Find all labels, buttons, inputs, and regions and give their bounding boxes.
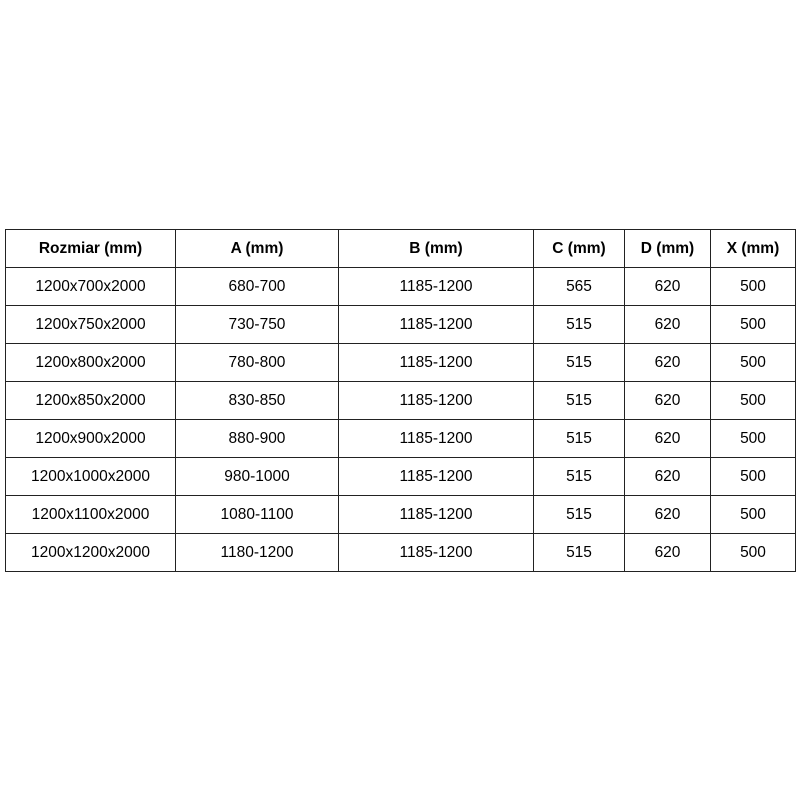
- table-cell: 780-800: [175, 343, 339, 382]
- table-cell: 830-850: [175, 381, 339, 420]
- table-cell: 1200x750x2000: [5, 305, 176, 344]
- table-cell: 500: [710, 533, 796, 572]
- table-cell: 1185-1200: [338, 533, 534, 572]
- table-cell: 515: [533, 305, 625, 344]
- table-cell: 500: [710, 381, 796, 420]
- table-cell: 1185-1200: [338, 343, 534, 382]
- table-cell: 620: [624, 305, 711, 344]
- header-row: Rozmiar (mm) A (mm) B (mm) C (mm) D (mm) X (m…: [5, 229, 796, 268]
- table-cell: 620: [624, 533, 711, 572]
- table-cell: 1185-1200: [338, 381, 534, 420]
- table-cell: 500: [710, 419, 796, 458]
- column-header: A (mm): [175, 229, 339, 268]
- table-cell: 500: [710, 495, 796, 534]
- table-cell: 515: [533, 457, 625, 496]
- table-cell: 515: [533, 381, 625, 420]
- table-cell: 620: [624, 457, 711, 496]
- table-cell: 620: [624, 343, 711, 382]
- table-cell: 620: [624, 381, 711, 420]
- table-cell: 500: [710, 343, 796, 382]
- table-cell: 1200x1200x2000: [5, 533, 176, 572]
- table-cell: 1200x700x2000: [5, 267, 176, 306]
- table-row: 1200x1100x2000 1080-1100 1185-1200 515 620 50…: [5, 495, 796, 534]
- table-cell: 515: [533, 419, 625, 458]
- table-cell: 620: [624, 495, 711, 534]
- column-header: X (mm): [710, 229, 796, 268]
- table-row: 1200x750x2000 730-750 1185-1200 515 620 500: [5, 305, 796, 344]
- table-cell: 730-750: [175, 305, 339, 344]
- table-row: 1200x700x2000 680-700 1185-1200 565 620 500: [5, 267, 796, 306]
- dimensions-table: Rozmiar (mm) A (mm) B (mm) C (mm) D (mm) X (m…: [5, 229, 796, 572]
- table-cell: 515: [533, 533, 625, 572]
- table-cell: 1185-1200: [338, 305, 534, 344]
- table-cell: 515: [533, 495, 625, 534]
- table-row: 1200x850x2000 830-850 1185-1200 515 620 500: [5, 381, 796, 420]
- table-cell: 880-900: [175, 419, 339, 458]
- table-cell: 980-1000: [175, 457, 339, 496]
- table-cell: 500: [710, 457, 796, 496]
- table-cell: 1080-1100: [175, 495, 339, 534]
- table-cell: 1185-1200: [338, 419, 534, 458]
- table-row: 1200x1200x2000 1180-1200 1185-1200 515 620 50…: [5, 533, 796, 572]
- table-cell: 1200x1000x2000: [5, 457, 176, 496]
- table-cell: 1185-1200: [338, 267, 534, 306]
- table-cell: 515: [533, 343, 625, 382]
- table-cell: 680-700: [175, 267, 339, 306]
- table-cell: 500: [710, 267, 796, 306]
- table-row: 1200x1000x2000 980-1000 1185-1200 515 620 500: [5, 457, 796, 496]
- column-header: D (mm): [624, 229, 711, 268]
- table-row: 1200x900x2000 880-900 1185-1200 515 620 500: [5, 419, 796, 458]
- table-row: 1200x800x2000 780-800 1185-1200 515 620 500: [5, 343, 796, 382]
- table-cell: 1200x850x2000: [5, 381, 176, 420]
- table-cell: 1180-1200: [175, 533, 339, 572]
- table-cell: 1185-1200: [338, 457, 534, 496]
- table-cell: 565: [533, 267, 625, 306]
- table-cell: 620: [624, 267, 711, 306]
- table-cell: 620: [624, 419, 711, 458]
- table-cell: 1200x800x2000: [5, 343, 176, 382]
- column-header: Rozmiar (mm): [5, 229, 176, 268]
- table-cell: 1200x900x2000: [5, 419, 176, 458]
- table-cell: 1200x1100x2000: [5, 495, 176, 534]
- table-cell: 500: [710, 305, 796, 344]
- column-header: C (mm): [533, 229, 625, 268]
- column-header: B (mm): [338, 229, 534, 268]
- table-cell: 1185-1200: [338, 495, 534, 534]
